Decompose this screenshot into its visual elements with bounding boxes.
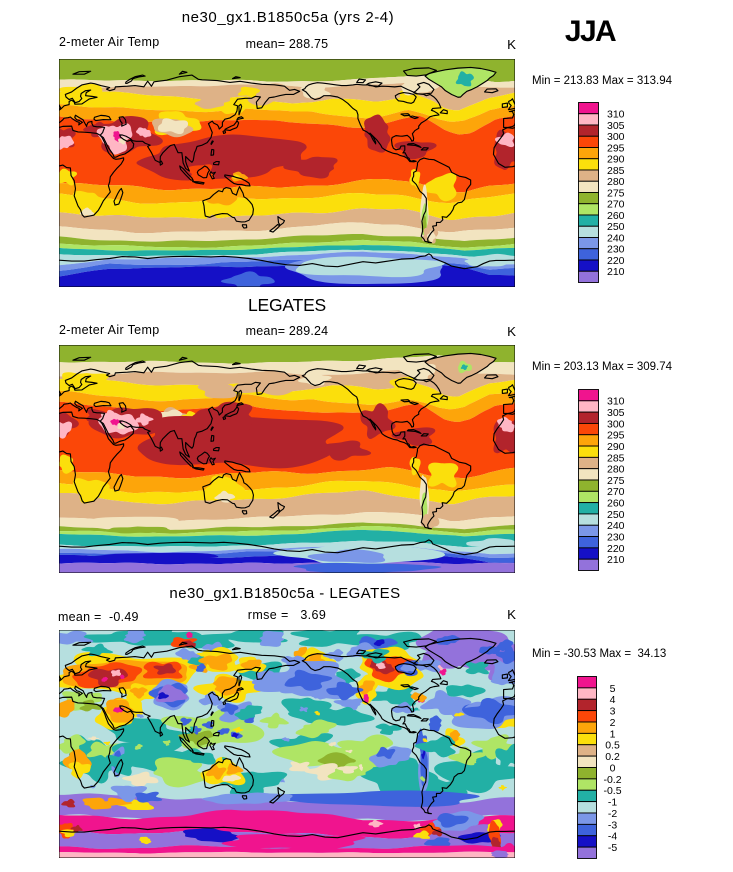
svg-text:-4: -4	[608, 831, 617, 843]
svg-text:275: 275	[607, 475, 625, 487]
svg-text:5: 5	[610, 683, 616, 695]
svg-text:240: 240	[607, 232, 625, 244]
svg-text:280: 280	[607, 176, 625, 188]
svg-text:0.2: 0.2	[605, 751, 620, 763]
svg-text:2: 2	[610, 717, 616, 729]
svg-text:310: 310	[607, 109, 625, 121]
svg-text:290: 290	[607, 441, 625, 453]
svg-text:300: 300	[607, 131, 625, 143]
svg-text:270: 270	[607, 199, 625, 211]
svg-text:300: 300	[607, 418, 625, 430]
svg-text:295: 295	[607, 430, 625, 442]
svg-text:260: 260	[607, 498, 625, 510]
svg-text:1: 1	[610, 728, 616, 740]
svg-text:230: 230	[607, 244, 625, 256]
svg-text:250: 250	[607, 221, 625, 233]
svg-text:305: 305	[607, 407, 625, 419]
svg-text:275: 275	[607, 187, 625, 199]
svg-text:260: 260	[607, 210, 625, 222]
svg-text:285: 285	[607, 452, 625, 464]
svg-text:3: 3	[610, 706, 616, 718]
svg-text:0.5: 0.5	[605, 740, 620, 752]
svg-text:-0.5: -0.5	[603, 785, 621, 797]
svg-text:270: 270	[607, 486, 625, 498]
svg-text:250: 250	[607, 509, 625, 521]
svg-text:0: 0	[610, 762, 616, 774]
svg-text:295: 295	[607, 142, 625, 154]
svg-text:-1: -1	[608, 797, 617, 809]
svg-text:280: 280	[607, 464, 625, 476]
svg-text:220: 220	[607, 543, 625, 555]
svg-text:4: 4	[610, 694, 616, 706]
svg-text:230: 230	[607, 531, 625, 543]
svg-text:290: 290	[607, 154, 625, 166]
svg-text:-2: -2	[608, 808, 617, 820]
svg-text:210: 210	[607, 266, 625, 278]
svg-text:240: 240	[607, 520, 625, 532]
svg-text:220: 220	[607, 255, 625, 267]
svg-text:-3: -3	[608, 819, 617, 831]
svg-text:305: 305	[607, 120, 625, 132]
svg-text:310: 310	[607, 396, 625, 408]
svg-text:-0.2: -0.2	[603, 774, 621, 786]
svg-text:-5: -5	[608, 842, 617, 854]
svg-text:285: 285	[607, 165, 625, 177]
svg-text:210: 210	[607, 554, 625, 566]
